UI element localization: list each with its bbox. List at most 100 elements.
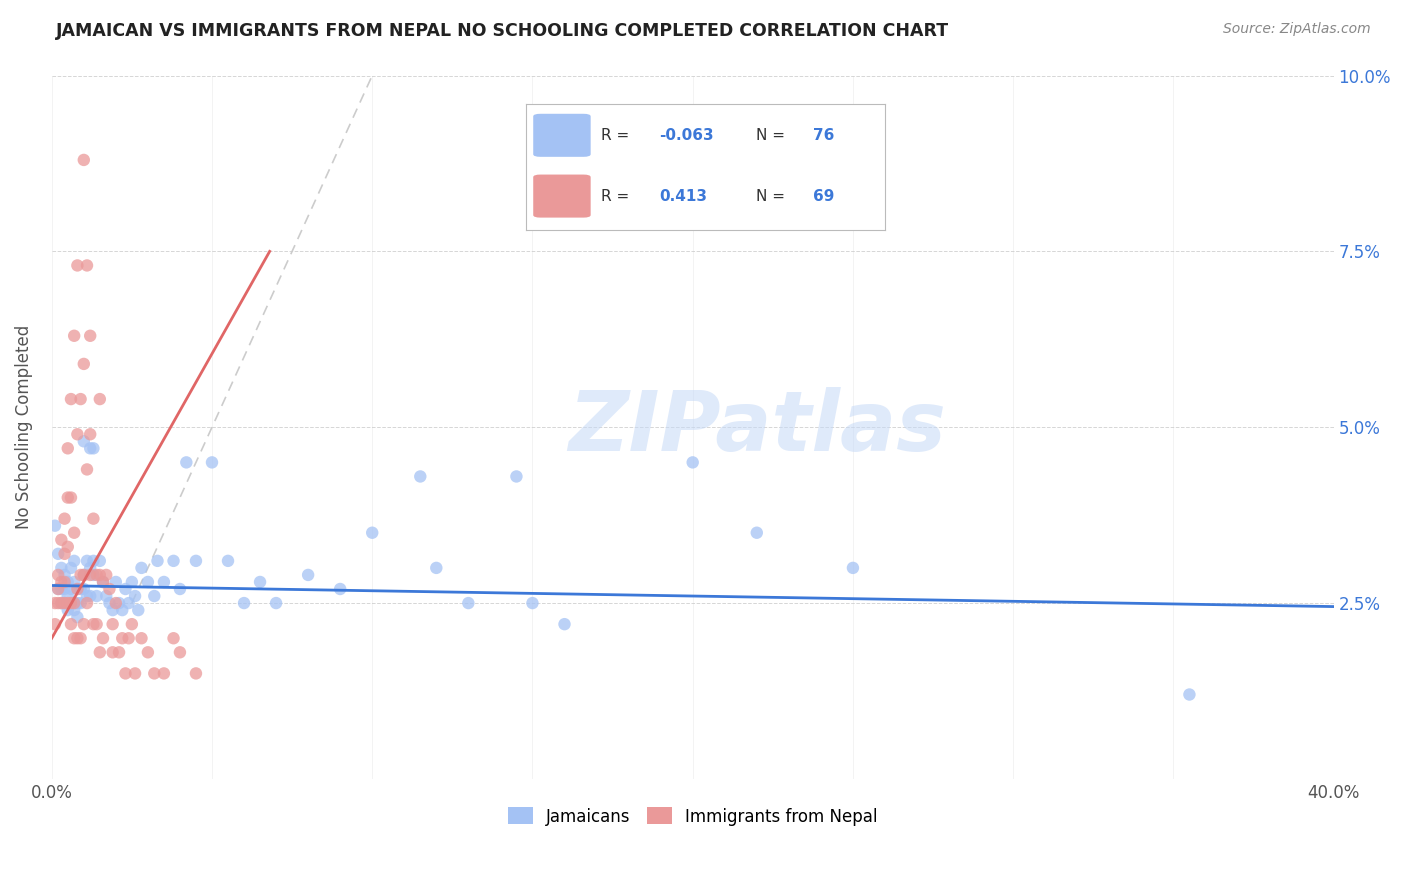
Point	[51, 582, 73, 596]
Point	[69, 392, 91, 406]
Point	[51, 596, 73, 610]
Point	[63, 596, 86, 610]
Text: Source: ZipAtlas.com: Source: ZipAtlas.com	[1223, 22, 1371, 37]
Point	[76, 259, 98, 273]
Point	[329, 582, 352, 596]
Point	[89, 568, 111, 582]
Point	[56, 540, 79, 554]
Point	[111, 603, 134, 617]
Point	[162, 632, 184, 646]
Point	[114, 582, 136, 596]
Point	[53, 596, 76, 610]
Point	[53, 596, 76, 610]
Point	[66, 259, 89, 273]
Point	[297, 568, 319, 582]
Point	[51, 533, 73, 547]
Point	[59, 617, 82, 632]
Point	[66, 582, 89, 596]
Point	[73, 568, 96, 582]
Point	[96, 589, 118, 603]
Point	[118, 632, 141, 646]
Point	[69, 568, 91, 582]
Point	[79, 589, 101, 603]
Point	[162, 554, 184, 568]
Point	[73, 617, 96, 632]
Point	[44, 617, 66, 632]
Point	[79, 427, 101, 442]
Point	[56, 442, 79, 456]
Point	[79, 561, 101, 575]
Point	[63, 554, 86, 568]
Point	[63, 525, 86, 540]
Point	[124, 589, 146, 603]
Point	[361, 525, 384, 540]
Point	[153, 666, 176, 681]
Point	[59, 582, 82, 596]
Point	[82, 617, 104, 632]
Point	[53, 511, 76, 525]
Point	[98, 596, 121, 610]
Point	[53, 582, 76, 596]
Point	[457, 596, 479, 610]
Point	[143, 666, 166, 681]
Text: ZIPatlas: ZIPatlas	[568, 387, 946, 467]
Point	[53, 547, 76, 561]
Point	[69, 596, 91, 610]
Point	[169, 582, 191, 596]
Point	[131, 632, 153, 646]
Point	[184, 666, 207, 681]
Point	[89, 645, 111, 659]
Point	[409, 469, 432, 483]
Point	[56, 603, 79, 617]
Point	[127, 603, 149, 617]
Point	[63, 603, 86, 617]
Point	[108, 645, 131, 659]
Point	[131, 561, 153, 575]
Point	[73, 568, 96, 582]
Point	[82, 554, 104, 568]
Point	[82, 568, 104, 582]
Point	[66, 427, 89, 442]
Point	[136, 645, 159, 659]
Point	[104, 596, 127, 610]
Point	[66, 596, 89, 610]
Point	[46, 568, 69, 582]
Point	[522, 596, 544, 610]
Point	[44, 596, 66, 610]
Point	[76, 554, 98, 568]
Point	[98, 582, 121, 596]
Point	[124, 666, 146, 681]
Point	[146, 554, 169, 568]
Point	[69, 632, 91, 646]
Legend: Jamaicans, Immigrants from Nepal: Jamaicans, Immigrants from Nepal	[499, 799, 886, 834]
Point	[505, 469, 527, 483]
Point	[201, 455, 224, 469]
Point	[842, 561, 865, 575]
Point	[73, 153, 96, 167]
Point	[82, 442, 104, 456]
Point	[51, 574, 73, 589]
Point	[96, 568, 118, 582]
Point	[79, 568, 101, 582]
Point	[118, 596, 141, 610]
Point	[69, 582, 91, 596]
Point	[73, 582, 96, 596]
Point	[51, 596, 73, 610]
Point	[143, 589, 166, 603]
Point	[745, 525, 768, 540]
Y-axis label: No Schooling Completed: No Schooling Completed	[15, 325, 32, 529]
Point	[136, 574, 159, 589]
Point	[111, 632, 134, 646]
Point	[44, 518, 66, 533]
Point	[425, 561, 447, 575]
Point	[91, 632, 114, 646]
Point	[46, 547, 69, 561]
Point	[79, 328, 101, 343]
Point	[108, 596, 131, 610]
Point	[104, 574, 127, 589]
Point	[63, 328, 86, 343]
Point	[101, 645, 124, 659]
Point	[553, 617, 575, 632]
Point	[59, 596, 82, 610]
Point	[264, 596, 287, 610]
